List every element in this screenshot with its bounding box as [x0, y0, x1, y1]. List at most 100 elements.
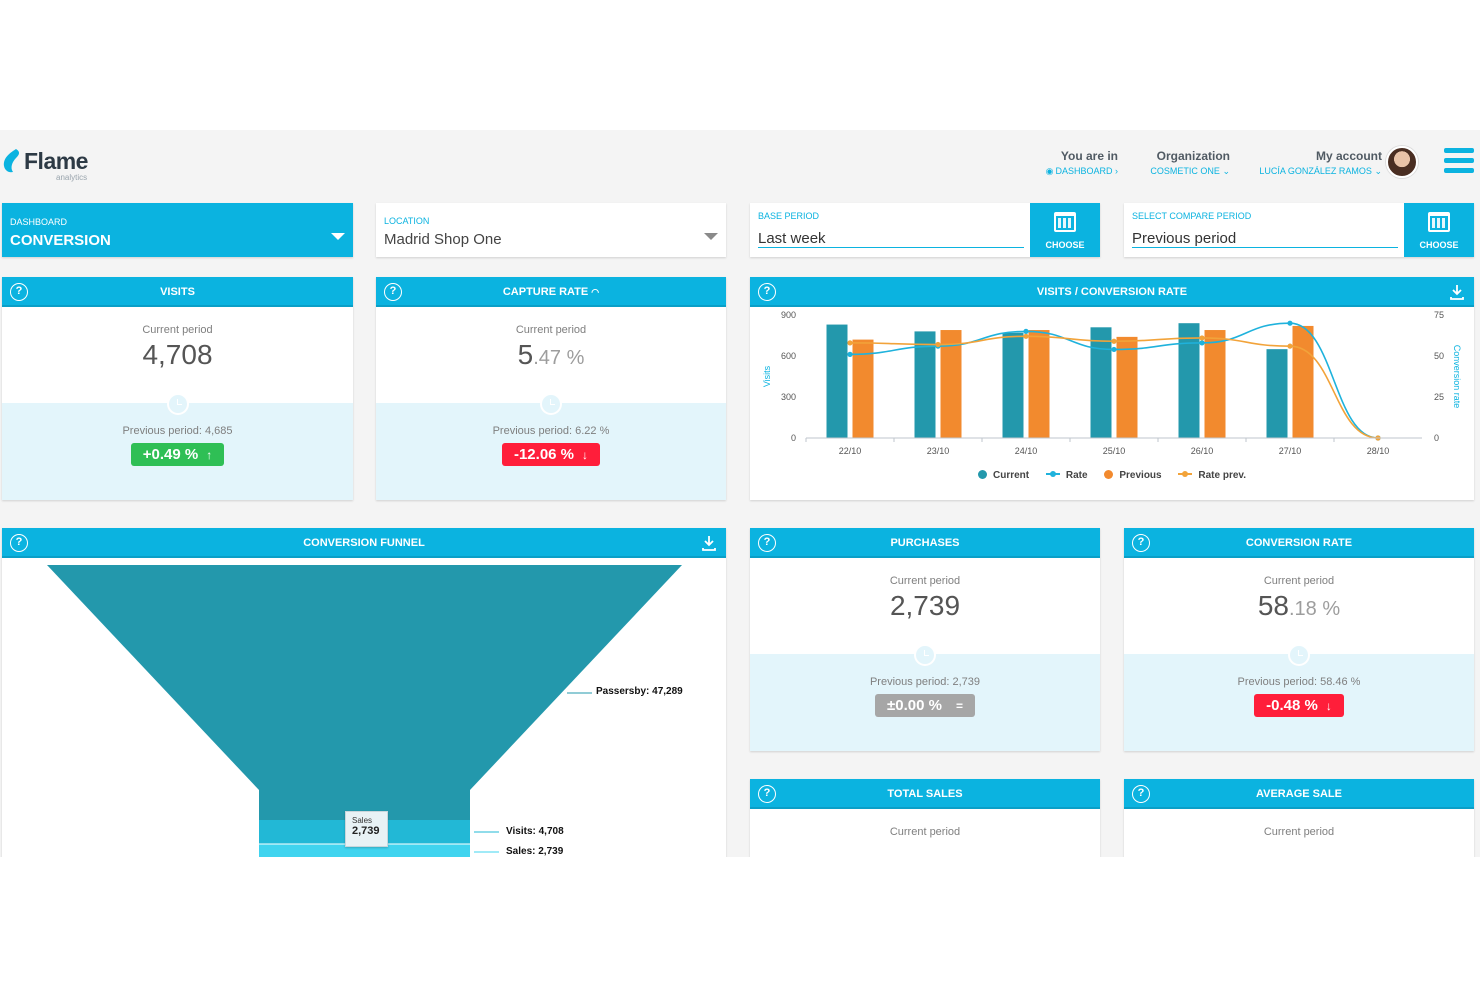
funnel-label-visits: Visits: 4,708 — [506, 826, 564, 837]
card-title: PURCHASES — [890, 537, 960, 549]
bar-current — [914, 331, 936, 438]
legend-rate-label: Rate — [1065, 470, 1088, 481]
dashboard-link-text: DASHBOARD — [1055, 166, 1113, 176]
legend-rate-prev-label: Rate prev. — [1198, 470, 1247, 481]
organization-link-text: COSMETIC ONE — [1150, 166, 1220, 176]
x-tick-label: 26/10 — [1191, 446, 1214, 456]
bar-current — [1090, 327, 1112, 438]
help-icon[interactable]: ? — [1132, 534, 1150, 552]
y-tick-label: 300 — [781, 392, 796, 402]
current-period: Current period — [750, 809, 1100, 857]
legend-rate[interactable]: Rate — [1045, 470, 1088, 481]
current-period-label: Current period — [142, 324, 213, 336]
chart-legend: Current Rate Previous Rate prev. — [750, 470, 1474, 481]
flame-logo[interactable]: Flame analytics — [2, 146, 102, 182]
location-select[interactable]: LOCATION Madrid Shop One — [376, 203, 726, 257]
bar-previous — [1292, 325, 1314, 438]
help-icon[interactable]: ? — [10, 283, 28, 301]
current-period-label: Current period — [889, 575, 961, 587]
bar-current — [826, 324, 848, 438]
point-rate — [1199, 340, 1205, 346]
sales-tooltip-label: Sales — [352, 816, 373, 825]
x-tick-label: 25/10 — [1103, 446, 1126, 456]
point-rate — [847, 351, 853, 357]
y2-tick-label: 75 — [1434, 310, 1444, 320]
visits-conversion-chart-card: ? VISITS / CONVERSION RATE 900 600 300 0 75 5… — [750, 277, 1474, 500]
hamburger-menu-icon[interactable] — [1444, 148, 1474, 174]
legend-current[interactable]: Current — [977, 470, 1030, 481]
previous-period: Previous period: 58.46 % -0.48 % ↓ — [1124, 644, 1474, 751]
current-period-label: Current period — [889, 826, 961, 838]
delta-badge: -12.06 % ↓ — [501, 443, 601, 466]
previous-period: Previous period: 4,685 +0.49 % ↑ — [2, 393, 353, 500]
card-title: CAPTURE RATE — [502, 286, 589, 298]
equals-icon: = — [955, 699, 963, 713]
sales-tooltip-value: 2,739 — [352, 825, 380, 837]
legend-rate-prev[interactable]: Rate prev. — [1178, 470, 1246, 481]
conversion-rate-card: ? CONVERSION RATE Current period 58.18 %… — [1124, 528, 1474, 751]
funnel-label-passersby: Passersby: 47,289 — [596, 686, 683, 697]
download-icon[interactable] — [702, 535, 716, 551]
point-rate — [1287, 320, 1293, 326]
dashboard-select[interactable]: DASHBOARD CONVERSION — [2, 203, 353, 257]
help-icon[interactable]: ? — [758, 283, 776, 301]
clock-icon — [166, 393, 189, 415]
location-select-label: LOCATION — [384, 216, 430, 226]
funnel-stage-sales[interactable] — [259, 844, 470, 857]
download-icon[interactable] — [1450, 284, 1464, 300]
clock-icon — [540, 393, 562, 415]
line-rate — [849, 322, 1379, 439]
arrow-down-icon: ↓ — [1325, 699, 1332, 713]
card-header: ? VISITS / CONVERSION RATE — [750, 277, 1474, 307]
point-rate-prev — [1023, 333, 1029, 339]
y2-axis-label: Conversion rate — [1452, 345, 1462, 409]
card-title: VISITS / CONVERSION RATE — [1036, 286, 1188, 298]
help-icon[interactable]: ? — [1132, 785, 1150, 803]
chevron-down-icon: ⌄ — [1374, 166, 1382, 176]
location-select-value: Madrid Shop One — [384, 231, 502, 248]
card-title: VISITS — [160, 286, 195, 298]
help-icon[interactable]: ? — [758, 785, 776, 803]
previous-period-text: Previous period: 4,685 — [122, 425, 233, 437]
delta-value: ±0.00 % — [887, 697, 942, 714]
card-title: TOTAL SALES — [887, 788, 963, 800]
help-icon[interactable]: ? — [758, 534, 776, 552]
visits-card: ? VISITS Current period 4,708 Previous p… — [2, 277, 353, 500]
point-rate-prev — [1199, 335, 1205, 341]
help-icon[interactable]: ? — [10, 534, 28, 552]
base-period-input[interactable]: Last week — [758, 230, 1024, 248]
funnel-stage-passersby[interactable] — [47, 565, 682, 790]
legend-previous[interactable]: Previous — [1104, 470, 1162, 481]
y-tick-label: 900 — [781, 310, 796, 320]
logo-text: Flame — [24, 148, 88, 174]
caret-down-icon — [704, 233, 718, 240]
avatar[interactable] — [1386, 146, 1418, 178]
bar-previous — [940, 330, 962, 438]
previous-period: Previous period: 6.22 % -12.06 % ↓ — [376, 393, 726, 500]
dashboard-select-value: CONVERSION — [10, 232, 111, 249]
conversion-funnel-card: ? CONVERSION FUNNEL Sales 2,739 Passersb… — [2, 528, 726, 857]
you-are-in: You are in ◉ DASHBOARD › — [1000, 149, 1118, 177]
wifi-icon: ◠ — [591, 287, 600, 297]
account-link[interactable]: LUCÍA GONZÁLEZ RAMOS ⌄ — [1240, 166, 1382, 177]
bar-previous — [1028, 330, 1050, 438]
compare-period-choose-button[interactable]: CHOOSE — [1404, 203, 1474, 257]
my-account: My account LUCÍA GONZÁLEZ RAMOS ⌄ — [1240, 149, 1382, 177]
help-icon[interactable]: ? — [384, 283, 402, 301]
previous-period-text: Previous period: 58.46 % — [1237, 676, 1361, 688]
card-header: ? VISITS — [2, 277, 353, 307]
compare-period-input[interactable]: Previous period — [1132, 230, 1398, 248]
x-tick-label: 24/10 — [1015, 446, 1038, 456]
compare-period-label: SELECT COMPARE PERIOD — [1132, 211, 1252, 221]
card-header: ? TOTAL SALES — [750, 779, 1100, 809]
legend-current-label: Current — [992, 470, 1030, 481]
base-period-choose-button[interactable]: CHOOSE — [1030, 203, 1100, 257]
compare-period-picker: SELECT COMPARE PERIOD Previous period CH… — [1124, 203, 1474, 257]
point-rate-prev — [1287, 343, 1293, 349]
dashboard-link[interactable]: ◉ DASHBOARD › — [1000, 166, 1118, 177]
organization-link[interactable]: COSMETIC ONE ⌄ — [1120, 166, 1230, 177]
previous-period: Previous period: 2,739 ±0.00 % = — [750, 644, 1100, 751]
total-sales-card: ? TOTAL SALES Current period — [750, 779, 1100, 857]
card-header: ? CAPTURE RATE ◠ — [376, 277, 726, 307]
legend-previous-label: Previous — [1119, 470, 1162, 481]
